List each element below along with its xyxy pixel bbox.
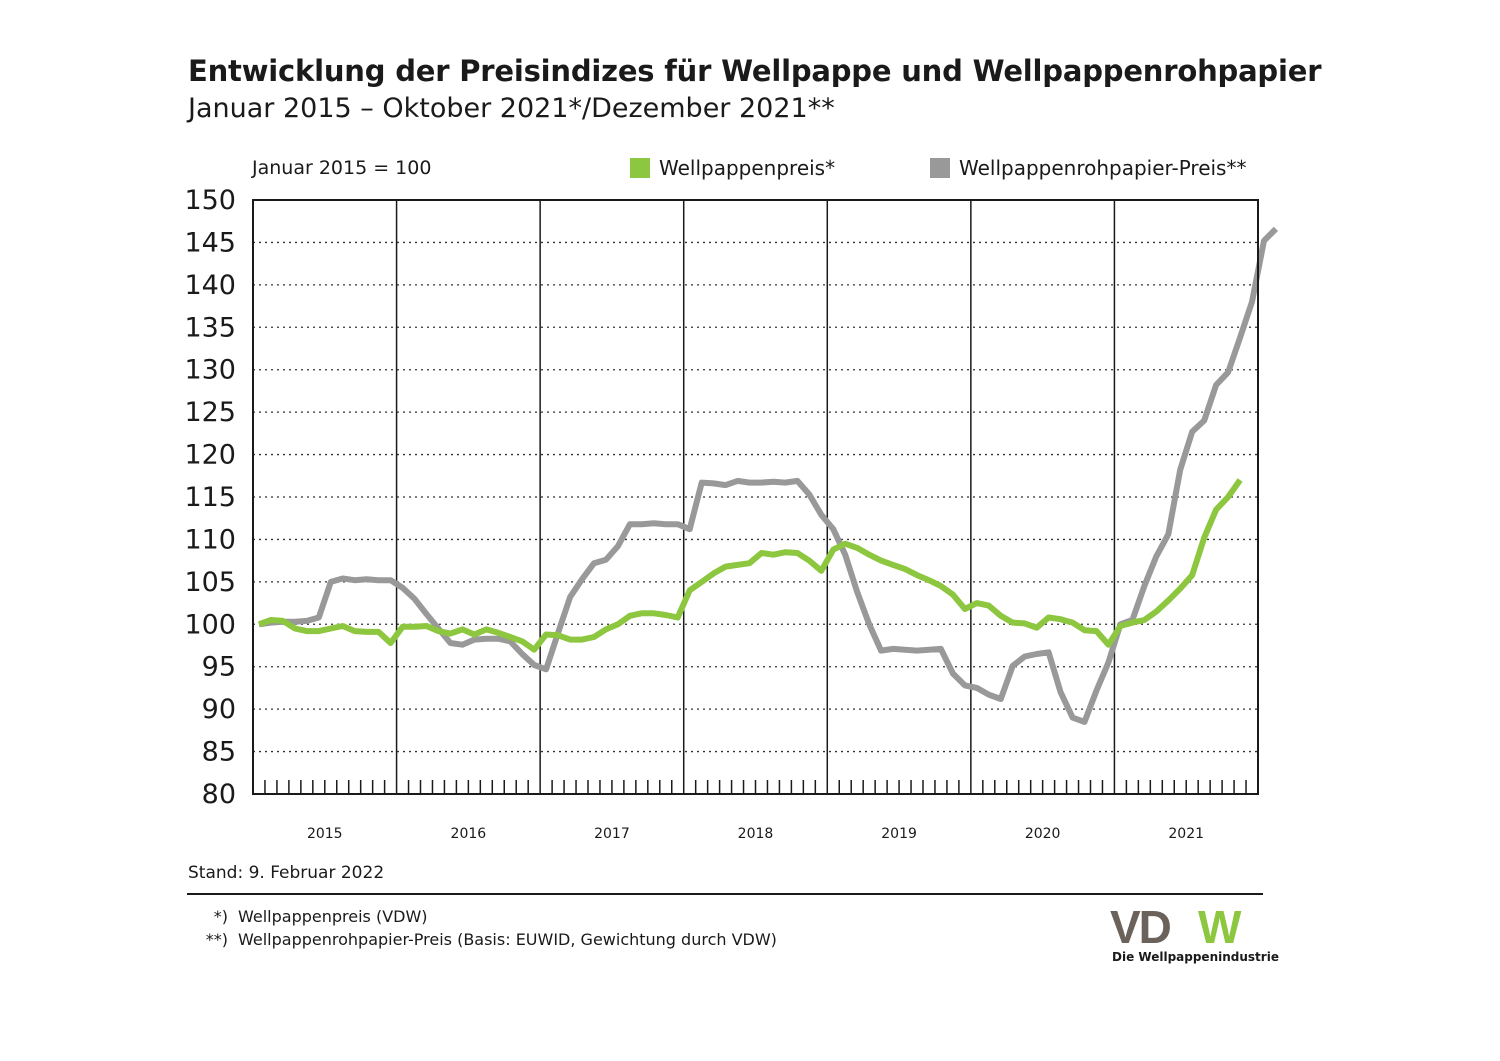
x-year-label: 2018 — [738, 826, 774, 842]
y-tick-label: 100 — [184, 609, 236, 640]
y-tick-label: 135 — [184, 312, 236, 343]
svg-text:VD: VD — [1110, 905, 1171, 947]
y-tick-label: 115 — [184, 482, 236, 513]
y-tick-label: 130 — [184, 355, 236, 386]
y-tick-label: 120 — [184, 440, 236, 471]
x-year-label: 2019 — [881, 826, 917, 842]
series-line-wellpappenpreis — [257, 478, 1243, 653]
legend-item-rohpapier: Wellpappenrohpapier-Preis** — [930, 156, 1246, 180]
series-line-rohpapier — [258, 226, 1279, 725]
y-tick-label: 90 — [202, 694, 236, 725]
vdw-logo: VD W — [1110, 905, 1242, 947]
x-year-label: 2017 — [594, 826, 630, 842]
chart-title: Entwicklung der Preisindizes für Wellpap… — [188, 54, 1322, 88]
footnote-2: **) Wellpappenrohpapier-Preis (Basis: EUW… — [188, 930, 777, 949]
x-year-label: 2015 — [307, 826, 343, 842]
logo-tagline: Die Wellpappenindustrie — [1112, 950, 1279, 964]
footnote-text: Wellpappenrohpapier-Preis (Basis: EUWID,… — [238, 930, 777, 949]
x-year-label: 2016 — [451, 826, 487, 842]
y-tick-label: 85 — [202, 737, 236, 768]
legend-label: Wellpappenpreis* — [659, 156, 836, 180]
plot-frame — [252, 199, 1259, 795]
chart-subtitle: Januar 2015 – Oktober 2021*/Dezember 202… — [188, 93, 835, 124]
footnote-mark: *) — [213, 907, 228, 926]
y-tick-label: 80 — [202, 779, 236, 810]
x-year-label: 2020 — [1025, 826, 1061, 842]
y-tick-label: 110 — [184, 524, 236, 555]
legend-swatch-gray — [930, 158, 950, 178]
y-tick-label: 150 — [184, 185, 236, 216]
footnote-mark: **) — [205, 930, 228, 949]
legend-label: Wellpappenrohpapier-Preis** — [959, 156, 1247, 180]
footnote-1: *) Wellpappenpreis (VDW) — [188, 907, 428, 926]
legend-swatch-green — [630, 158, 650, 178]
footnote-text: Wellpappenpreis (VDW) — [238, 907, 428, 926]
svg-text:W: W — [1198, 905, 1242, 947]
index-base-note: Januar 2015 = 100 — [252, 157, 432, 179]
stand-date: Stand: 9. Februar 2022 — [188, 863, 385, 883]
y-tick-label: 95 — [202, 652, 236, 683]
y-tick-label: 140 — [184, 270, 236, 301]
y-tick-label: 145 — [184, 227, 236, 258]
legend-item-wellpappenpreis: Wellpappenpreis* — [630, 156, 835, 180]
y-tick-label: 105 — [184, 567, 236, 598]
x-year-label: 2021 — [1168, 826, 1204, 842]
divider-line — [187, 893, 1263, 895]
y-tick-label: 125 — [184, 397, 236, 428]
